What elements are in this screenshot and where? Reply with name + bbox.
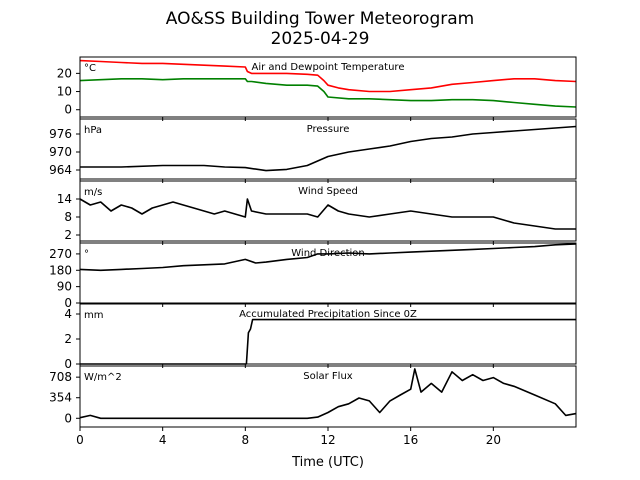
series-line-solar_flux [79, 368, 577, 420]
x-tick-label-1: 4 [159, 433, 167, 447]
y-tick-label-wind_dir-1: 90 [57, 280, 72, 294]
panel-title-pressure: Pressure [307, 124, 350, 135]
y-tick-label-wind_dir-0: 0 [64, 296, 72, 310]
unit-label-solar: W/m^2 [84, 372, 122, 383]
panel-precip: 0 2 4 mm Accumulated Precipitation Since 0Z [64, 303, 577, 371]
panel-pressure: 964 970 976 hPa Pressure [49, 118, 577, 183]
y-tick-label-pressure-0: 964 [49, 163, 72, 177]
panel-title-temp: Air and Dewpoint Temperature [252, 62, 405, 73]
y-tick-label-wind_speed-0: 2 [64, 228, 72, 242]
unit-label-pressure: hPa [84, 125, 102, 136]
y-tick-label-solar-1: 354 [49, 391, 72, 405]
panel-title-wind_dir: Wind Direction [291, 248, 365, 259]
panel-solar: 0 354 708 W/m^2 Solar Flux [49, 365, 577, 431]
panel-title-solar: Solar Flux [303, 371, 353, 382]
series-line-wind_speed [79, 198, 576, 230]
unit-label-temp: °C [84, 63, 96, 74]
x-tick-label-4: 16 [403, 433, 418, 447]
y-tick-label-wind_speed-2: 14 [57, 192, 72, 206]
panel-title-precip: Accumulated Precipitation Since 0Z [239, 309, 417, 320]
x-tick-label-3: 12 [320, 433, 335, 447]
chart-subtitle: 2025-04-29 [271, 29, 370, 49]
x-axis: 0 4 8 12 16 20 [76, 433, 501, 447]
panel-wind_dir: 0 90 180 270 ° Wind Direction [49, 242, 577, 310]
y-tick-label-wind_dir-2: 180 [49, 263, 72, 277]
unit-label-wind_speed: m/s [84, 187, 102, 198]
y-tick-label-wind_speed-1: 8 [64, 210, 72, 224]
series-line-temperature [79, 59, 577, 93]
y-tick-label-wind_dir-3: 270 [49, 247, 72, 261]
y-tick-label-solar-2: 708 [49, 370, 72, 384]
y-tick-label-pressure-2: 976 [49, 127, 72, 141]
series-line-wind_direction [79, 243, 577, 272]
y-tick-label-precip-2: 4 [64, 307, 72, 321]
y-tick-label-temp-0: 0 [64, 103, 72, 117]
chart-title: AO&SS Building Tower Meteorogram [166, 9, 474, 29]
unit-label-wind_dir: ° [84, 249, 89, 260]
x-axis-label: Time (UTC) [291, 455, 364, 470]
y-tick-label-temp-2: 20 [57, 66, 72, 80]
y-tick-label-temp-1: 10 [57, 85, 72, 99]
series-line-dewpoint [79, 78, 577, 108]
panel-temp: 0 10 20 °C Air and Dewpoint Temperature [57, 56, 577, 121]
y-tick-label-precip-0: 0 [64, 357, 72, 371]
panel-wind_speed: 2 8 14 m/s Wind Speed [57, 180, 577, 245]
panel-title-wind_speed: Wind Speed [298, 186, 358, 197]
series-line-pressure [80, 125, 577, 172]
y-tick-label-pressure-1: 970 [49, 145, 72, 159]
x-tick-label-5: 20 [486, 433, 501, 447]
y-tick-label-solar-0: 0 [64, 411, 72, 425]
x-tick-label-0: 0 [76, 433, 84, 447]
series-line-precipitation [80, 318, 576, 365]
unit-label-precip: mm [84, 310, 103, 321]
y-tick-label-precip-1: 2 [64, 332, 72, 346]
x-tick-label-2: 8 [242, 433, 250, 447]
